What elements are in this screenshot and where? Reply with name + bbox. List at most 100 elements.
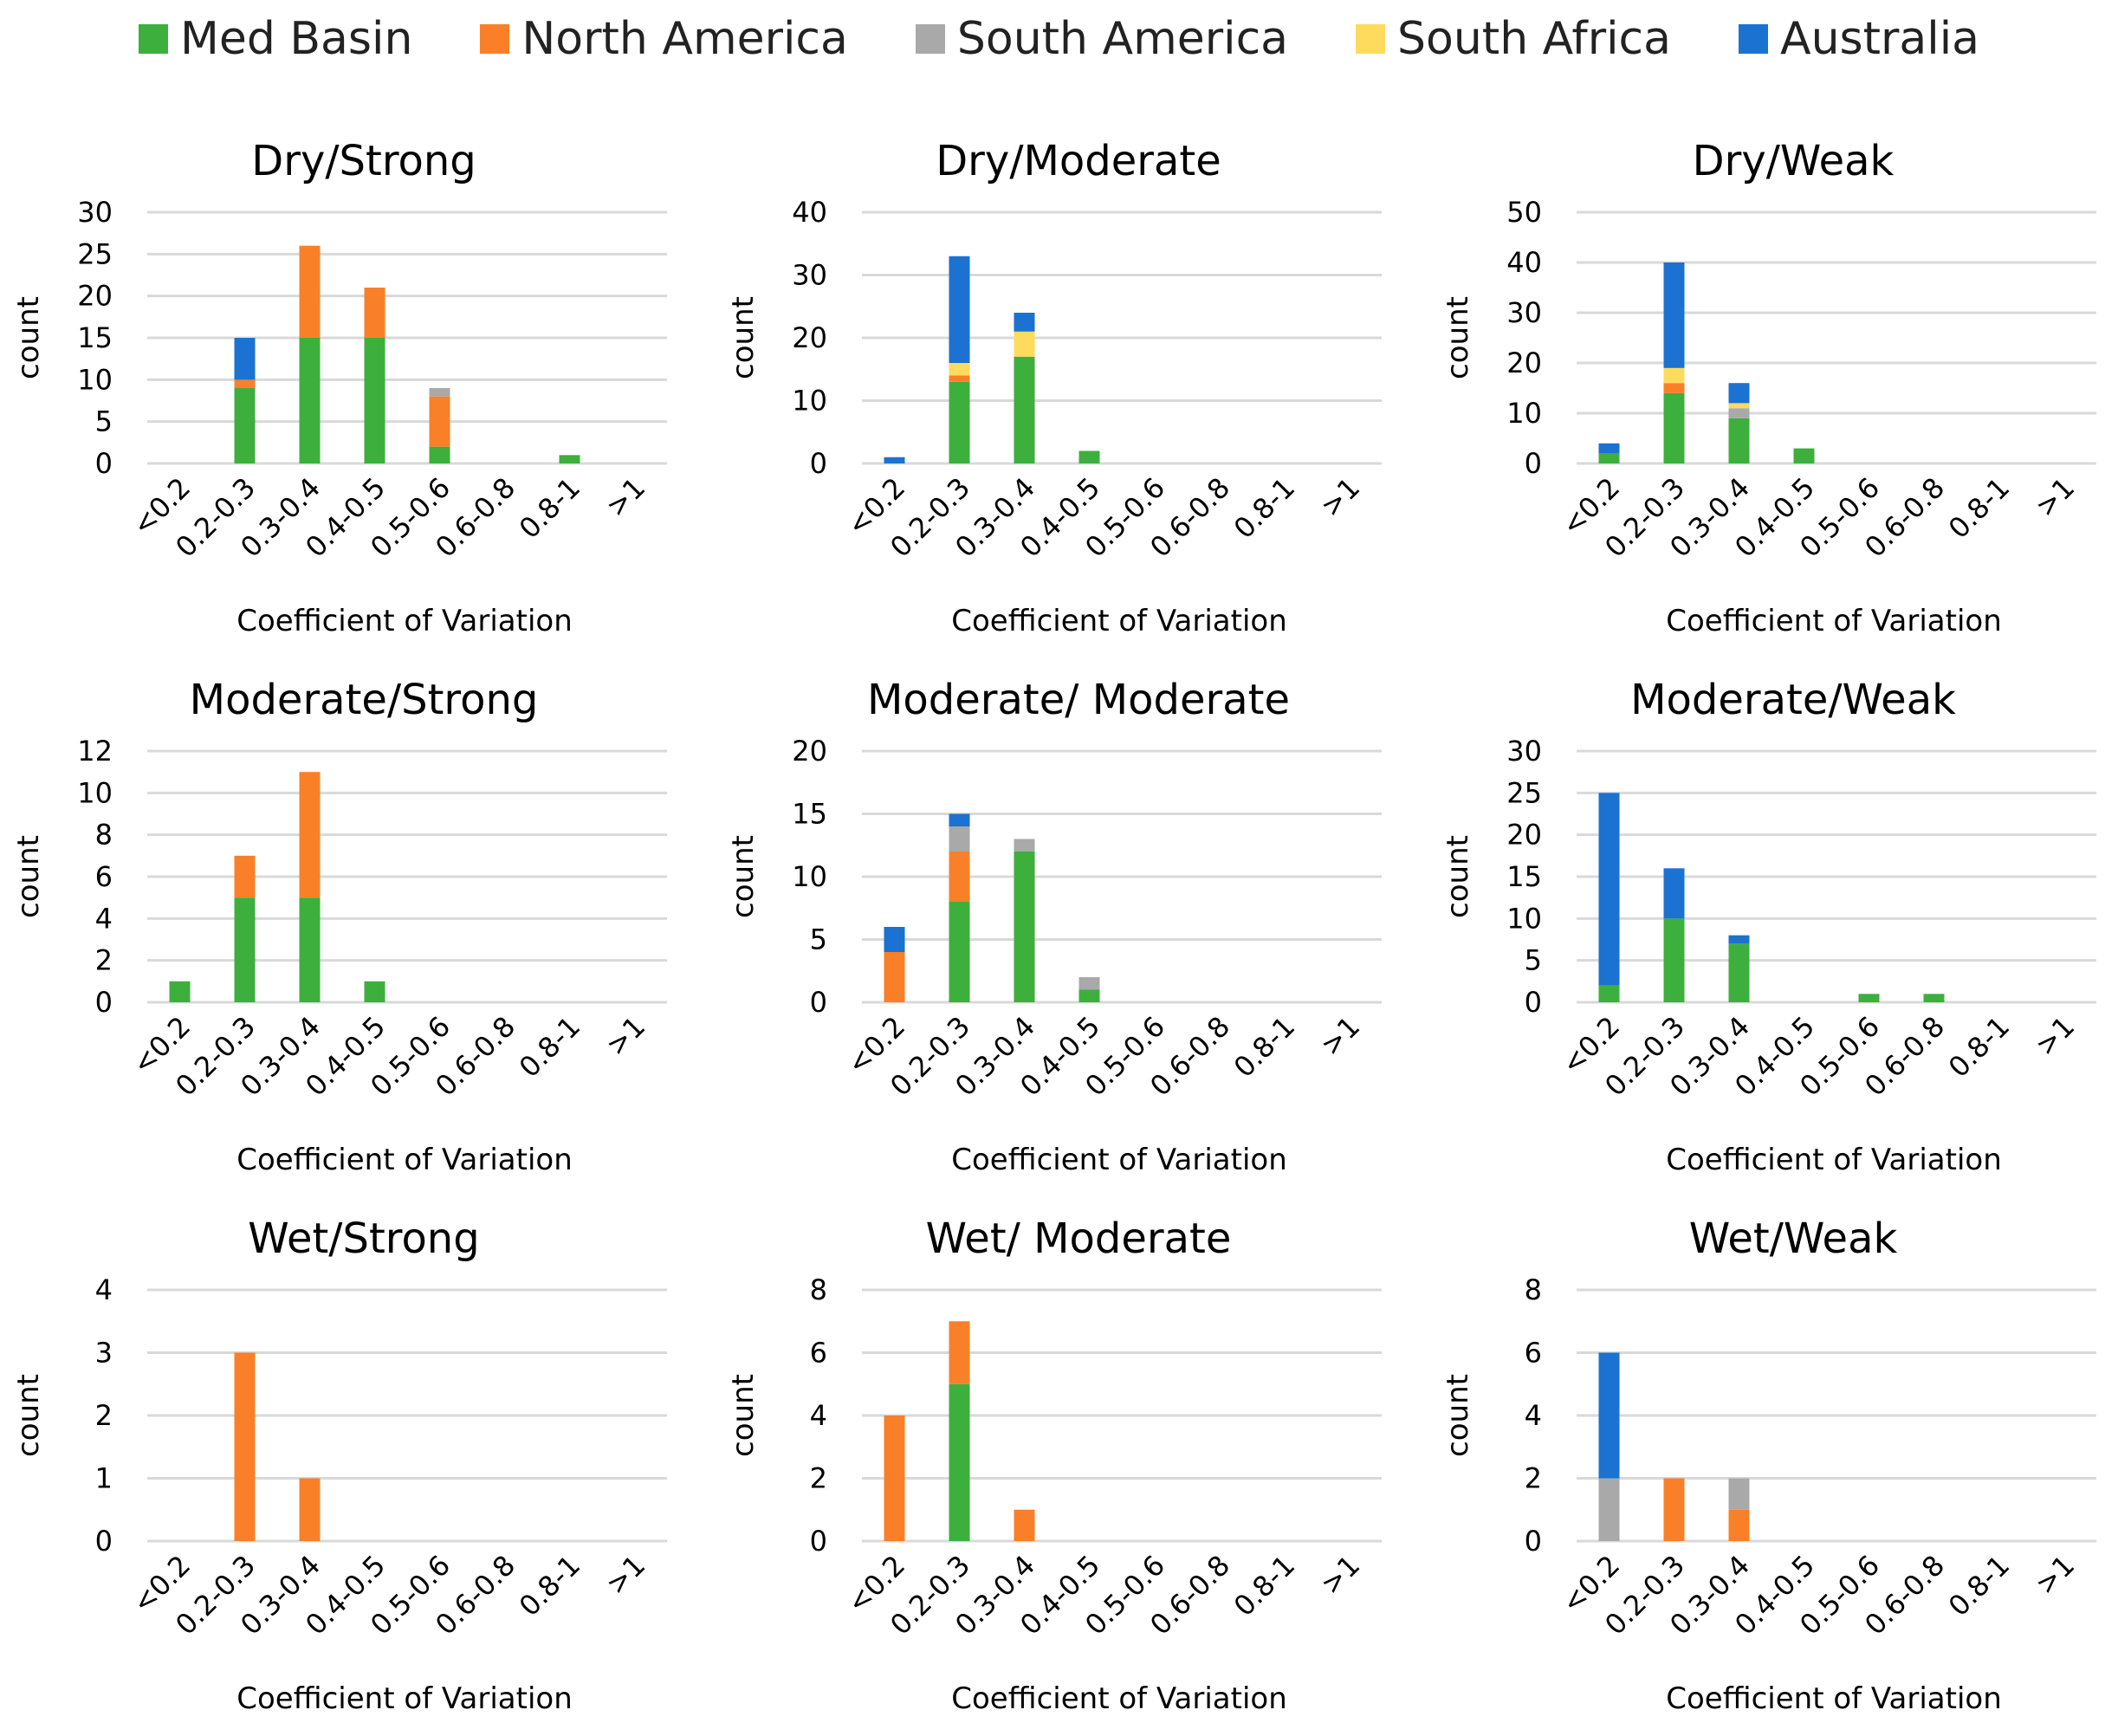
x-tick-label: >1 xyxy=(2029,471,2081,523)
y-axis-label: count xyxy=(11,835,46,918)
bar-med-basin-0-3-0-4 xyxy=(1014,356,1035,463)
x-tick-label: >1 xyxy=(599,1010,651,1062)
bar-south-america-0-5-0-6 xyxy=(429,388,450,397)
y-tick-label: 2 xyxy=(95,1399,113,1432)
bar-australia-0-3-0-4 xyxy=(1014,313,1035,332)
legend-swatch xyxy=(915,24,945,54)
panel-dry-weak: Dry/Weak 0 10 20 30 40 50 count <0.2 0.2-0.3 0.3-0… xyxy=(1429,121,2118,658)
legend-label: Australia xyxy=(1780,13,1980,65)
legend-label: Med Basin xyxy=(179,13,413,65)
bar-south-america-0-3-0-4 xyxy=(1728,408,1750,418)
bar-australia-0-3-0-4 xyxy=(1728,935,1750,944)
bar-south-africa-0-2-0-3 xyxy=(1663,367,1685,384)
y-tick-label: 0 xyxy=(1525,1525,1542,1558)
y-tick-label: 8 xyxy=(95,819,113,852)
y-tick-label: 0 xyxy=(810,986,827,1019)
bar-north-america-0-3-0-4 xyxy=(1728,1509,1750,1541)
bar-med-basin-0-2-0-3 xyxy=(949,1383,970,1541)
legend-label: South America xyxy=(956,13,1289,65)
bar-med-basin-0-2-0-3 xyxy=(234,897,256,1002)
x-axis-label: Coefficient of Variation xyxy=(236,1143,573,1177)
bar-south-america-0-2 xyxy=(1598,1478,1620,1541)
y-axis-label: count xyxy=(1441,835,1475,918)
x-axis-label: Coefficient of Variation xyxy=(1666,604,2002,638)
x-axis-label: Coefficient of Variation xyxy=(1666,1143,2002,1177)
bar-med-basin-0-2-0-3 xyxy=(949,902,970,1002)
y-tick-label: 20 xyxy=(1506,347,1542,379)
y-tick-label: 40 xyxy=(1506,246,1542,279)
bar-north-america-0-2-0-3 xyxy=(234,855,256,898)
bar-south-africa-0-3-0-4 xyxy=(1014,331,1035,357)
y-tick-label: 50 xyxy=(1506,196,1542,229)
y-tick-label: 8 xyxy=(1525,1273,1542,1306)
bar-north-america-0-5-0-6 xyxy=(429,396,450,447)
bar-med-basin-0-2-0-3 xyxy=(949,381,970,463)
bar-australia-0-2-0-3 xyxy=(949,813,970,826)
y-tick-label: 30 xyxy=(77,196,113,229)
panel-wet-strong: Wet/Strong 0 1 2 3 4 count <0.2 0.2-0.3 0.3-0.4 0.… xyxy=(0,1199,706,1736)
x-tick-label: >1 xyxy=(599,471,651,523)
bar-med-basin-0-2-0-3 xyxy=(1663,918,1685,1002)
y-tick-label: 1 xyxy=(95,1462,113,1495)
y-tick-label: 0 xyxy=(810,447,827,480)
y-tick-label: 4 xyxy=(95,1273,113,1306)
bar-north-america-0-3-0-4 xyxy=(299,245,321,338)
y-axis-label: count xyxy=(726,296,761,379)
bar-med-basin-0-4-0-5 xyxy=(1078,989,1100,1002)
x-axis-label: Coefficient of Variation xyxy=(1666,1681,2002,1716)
bar-med-basin-0-2 xyxy=(1598,985,1620,1002)
y-tick-label: 40 xyxy=(792,196,827,229)
bar-med-basin-0-3-0-4 xyxy=(299,897,321,1002)
y-tick-label: 12 xyxy=(77,735,113,768)
bar-med-basin-0-2 xyxy=(169,981,191,1002)
y-axis-label: count xyxy=(726,1374,761,1457)
chart-title: Moderate/Strong xyxy=(190,676,539,724)
chart-title: Dry/Weak xyxy=(1693,137,1895,185)
y-tick-label: 10 xyxy=(77,363,113,396)
x-tick-label: >1 xyxy=(2029,1549,2081,1601)
y-tick-label: 2 xyxy=(95,944,113,977)
x-axis-label: Coefficient of Variation xyxy=(951,604,1287,638)
chart-title: Moderate/ Moderate xyxy=(867,676,1290,724)
y-tick-label: 2 xyxy=(1525,1462,1542,1495)
y-axis-label: count xyxy=(1441,296,1475,379)
y-axis-label: count xyxy=(11,296,46,379)
bar-med-basin-0-4-0-5 xyxy=(364,981,385,1002)
bar-med-basin-0-4-0-5 xyxy=(1078,450,1100,463)
y-axis-label: count xyxy=(726,835,761,918)
x-tick-label: >1 xyxy=(1314,1010,1366,1062)
chart-svg: Moderate/Strong024681012count<0.20.2-0.3… xyxy=(11,676,667,1177)
bar-australia-0-3-0-4 xyxy=(1728,383,1750,404)
panel-dry-strong: Dry/Strong 0 5 10 15 20 25 30 count <0.2 0.2-0.3 0.… xyxy=(0,121,706,658)
chart-title: Moderate/Weak xyxy=(1630,676,1956,724)
bar-north-america-0-2 xyxy=(884,1415,905,1541)
legend-item-south-africa: South Africa xyxy=(1356,13,1671,65)
y-tick-label: 4 xyxy=(1525,1399,1542,1432)
y-tick-label: 20 xyxy=(792,735,827,768)
legend-label: North America xyxy=(521,13,848,65)
bar-south-africa-0-2-0-3 xyxy=(949,363,970,376)
bar-australia-0-2 xyxy=(1598,793,1620,986)
y-tick-label: 0 xyxy=(1525,986,1542,1019)
x-tick-label: 0.8-1 xyxy=(1942,471,2016,545)
bar-australia-0-2-0-3 xyxy=(1663,262,1685,368)
x-tick-label: >1 xyxy=(2029,1010,2081,1062)
bar-north-america-0-3-0-4 xyxy=(299,772,321,898)
y-tick-label: 20 xyxy=(1506,819,1542,852)
bar-north-america-0-3-0-4 xyxy=(299,1478,321,1541)
bar-med-basin-0-6-0-8 xyxy=(1923,994,1945,1002)
bar-north-america-0-2-0-3 xyxy=(949,375,970,382)
legend-swatch xyxy=(1356,24,1386,54)
bar-med-basin-0-2 xyxy=(1598,453,1620,463)
bar-australia-0-2-0-3 xyxy=(234,338,256,380)
y-tick-label: 30 xyxy=(1506,735,1542,768)
x-tick-label: 0.8-1 xyxy=(513,1010,586,1084)
y-tick-label: 5 xyxy=(1525,944,1542,977)
chart-title: Dry/Strong xyxy=(251,137,476,185)
x-axis-label: Coefficient of Variation xyxy=(951,1143,1287,1177)
bar-australia-0-2-0-3 xyxy=(1663,868,1685,919)
y-tick-label: 15 xyxy=(1506,860,1542,893)
bar-australia-0-2 xyxy=(1598,443,1620,454)
legend-item-south-america: South America xyxy=(915,13,1289,65)
